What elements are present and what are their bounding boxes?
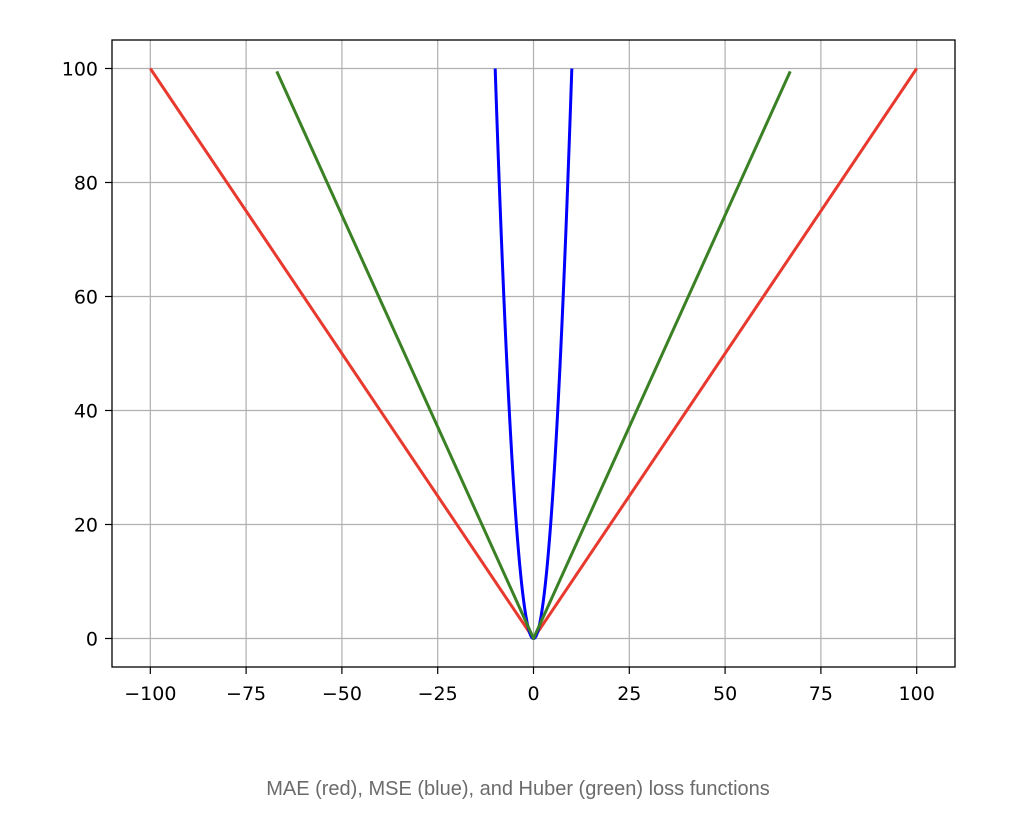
x-axis-ticks: −100 −75 −50 −25 0 25 50 75 100: [124, 667, 935, 705]
x-tick-label: 75: [809, 683, 833, 705]
y-tick-label: 60: [74, 287, 98, 309]
y-axis-ticks: 0 20 40 60 80 100: [62, 59, 112, 651]
x-tick-label: −75: [226, 683, 266, 705]
x-tick-label: −50: [322, 683, 362, 705]
x-tick-label: 25: [617, 683, 641, 705]
y-tick-label: 80: [74, 173, 98, 195]
x-tick-label: 50: [713, 683, 737, 705]
x-tick-label: −100: [124, 683, 176, 705]
loss-functions-chart: −100 −75 −50 −25 0 25 50 75 100 0 20 40 60 80 100: [62, 39, 956, 705]
figure-caption: MAE (red), MSE (blue), and Huber (green)…: [266, 778, 770, 800]
huber-line: [275, 70, 792, 640]
grid: [112, 40, 955, 667]
x-tick-label: −25: [418, 683, 458, 705]
y-tick-label: 40: [74, 401, 98, 423]
y-tick-label: 0: [86, 629, 98, 651]
x-tick-label: 0: [527, 683, 539, 705]
y-tick-label: 20: [74, 515, 98, 537]
y-tick-label: 100: [62, 59, 98, 81]
series-lines: [149, 67, 918, 640]
x-tick-label: 100: [899, 683, 935, 705]
